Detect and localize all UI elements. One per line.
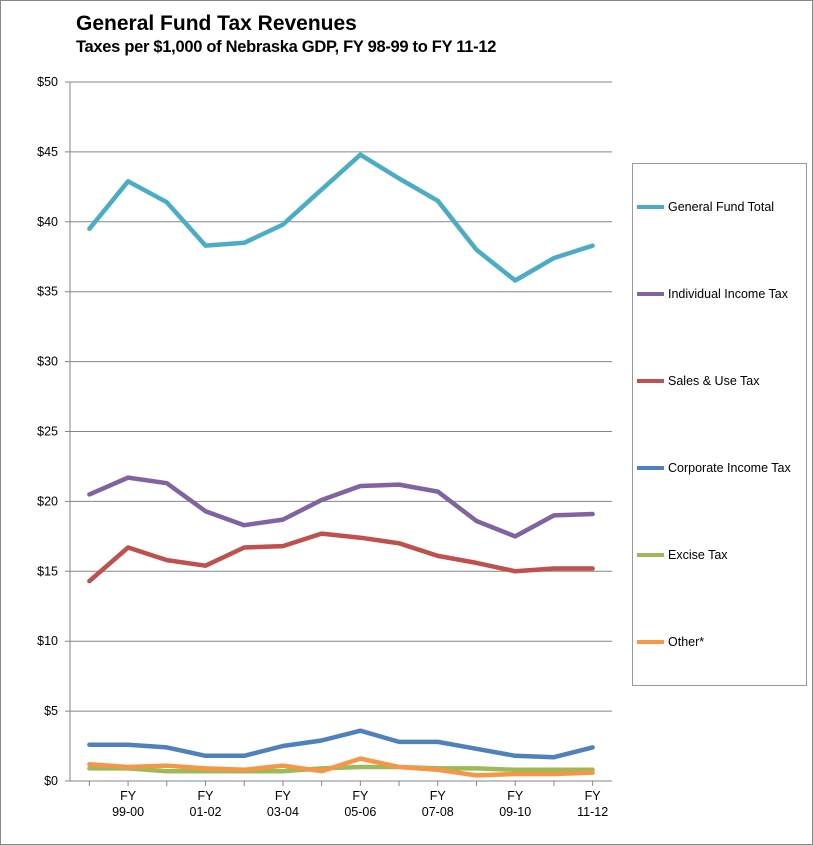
legend-item: Excise Tax [637,548,728,562]
x-tick-label-fy: FY [120,789,137,803]
legend-item: Other* [637,635,704,649]
series-line-corporate-income-tax [87,728,595,760]
y-tick-label: $5 [44,704,58,718]
legend-item: Sales & Use Tax [637,374,759,388]
legend-swatch [637,553,664,557]
x-tick-label-fy: FY [507,789,524,803]
y-tick-label: $10 [37,634,58,648]
x-tick-label-fy: FY [198,789,215,803]
x-tick-label-year: 01-02 [190,805,222,819]
y-tick-label: $35 [37,285,58,299]
legend-item: Individual Income Tax [637,287,788,301]
y-tick-label: $40 [37,215,58,229]
legend-label: General Fund Total [668,200,775,214]
legend: General Fund Total Individual Income Tax S… [632,163,807,686]
x-tick-label-year: 09-10 [499,805,531,819]
legend-label: Corporate Income Tax [668,461,791,475]
x-tick-label-year: 05-06 [344,805,376,819]
x-tick-label-year: 99-00 [112,805,144,819]
y-tick-label: $0 [44,774,58,788]
y-tick-label: $25 [37,425,58,439]
y-tick-label: $50 [37,75,58,89]
x-tick-label-year: 03-04 [267,805,299,819]
x-tick-label-year: 07-08 [422,805,454,819]
chart-title: General Fund Tax Revenues [76,12,357,35]
legend-item: Corporate Income Tax [637,461,791,475]
legend-label: Excise Tax [668,548,728,562]
series-line-excise-tax [87,764,595,774]
series-line-general-fund-total [87,152,595,283]
legend-swatch [637,205,664,209]
legend-label: Other* [668,635,705,649]
legend-swatch [637,640,664,644]
legend-label: Individual Income Tax [668,287,788,301]
legend-swatch [637,292,664,296]
y-tick-label: $30 [37,355,58,369]
x-tick-label-fy: FY [430,789,447,803]
y-tick-label: $45 [37,145,58,159]
y-tick-label: $15 [37,564,58,578]
x-tick-label-year: 11-12 [577,805,608,819]
x-tick-label-fy: FY [275,789,292,803]
legend-label: Sales & Use Tax [668,374,760,388]
x-tick-label-fy: FY [352,789,369,803]
series-line-sales-use-tax [87,531,595,584]
chart-subtitle: Taxes per $1,000 of Nebraska GDP, FY 98-… [76,38,497,56]
series-line-individual-income-tax [87,475,595,539]
legend-swatch [637,379,664,383]
legend-swatch [637,466,664,470]
x-tick-label-fy: FY [585,789,602,803]
y-tick-label: $20 [37,494,58,508]
legend-item: General Fund Total [637,200,774,214]
series-line-other [87,756,595,778]
